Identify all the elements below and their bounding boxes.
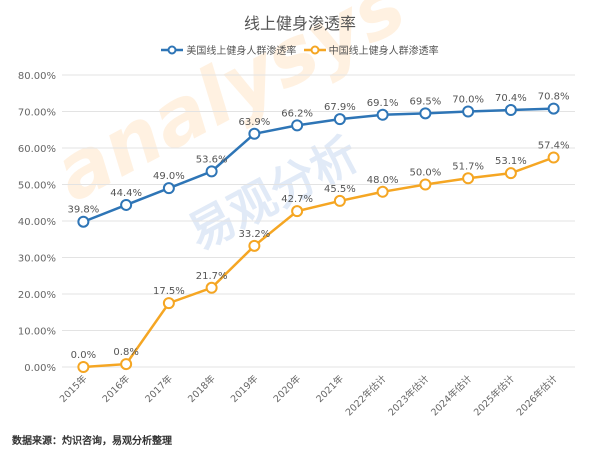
data-point: [120, 358, 133, 371]
data-label: 63.9%: [238, 117, 270, 128]
y-tick-label: 0.00%: [24, 363, 56, 374]
y-tick-label: 10.00%: [18, 327, 56, 338]
legend-item-china: 中国线上健身人群渗透率: [303, 42, 439, 57]
data-label: 45.5%: [324, 184, 356, 195]
x-tick-label: 2019年: [228, 372, 261, 405]
x-tick-label: 2015年: [57, 372, 90, 405]
data-point: [462, 172, 475, 185]
data-point: [333, 113, 346, 126]
x-tick-label: 2022年估计: [343, 372, 389, 418]
data-label: 0.8%: [113, 347, 138, 358]
data-label: 39.8%: [67, 205, 99, 216]
y-tick-label: 80.00%: [18, 71, 56, 82]
data-point: [547, 151, 560, 164]
data-label: 70.8%: [538, 92, 570, 103]
data-point: [162, 297, 175, 310]
data-point: [333, 194, 346, 207]
data-point: [376, 108, 389, 121]
data-label: 69.1%: [367, 98, 399, 109]
data-point: [248, 239, 261, 252]
data-point: [162, 182, 175, 195]
y-tick-label: 70.00%: [18, 108, 56, 119]
data-label: 21.7%: [196, 271, 228, 282]
data-point: [547, 102, 560, 115]
x-tick-label: 2025年估计: [471, 372, 517, 418]
data-label: 42.7%: [281, 194, 313, 205]
y-tick-label: 40.00%: [18, 217, 56, 228]
x-tick-label: 2023年估计: [386, 372, 432, 418]
legend-marker-us-icon: [161, 45, 184, 54]
data-point: [291, 205, 304, 218]
chart-title: 线上健身渗透率: [243, 14, 356, 33]
x-tick-label: 2017年: [143, 372, 176, 405]
series-line-0: [82, 107, 554, 223]
y-tick-label: 50.00%: [18, 181, 56, 192]
data-point: [419, 107, 432, 120]
data-point: [504, 104, 517, 117]
legend-marker-china-icon: [303, 45, 326, 54]
data-source: 数据来源：灼识咨询，易观分析整理: [12, 436, 172, 447]
data-point: [419, 178, 432, 191]
data-label: 44.4%: [110, 188, 142, 199]
x-tick-label: 2026年估计: [514, 372, 560, 418]
legend-label-china: 中国线上健身人群渗透率: [328, 46, 439, 57]
data-label: 67.9%: [324, 102, 356, 113]
y-tick-label: 20.00%: [18, 290, 56, 301]
data-label: 57.4%: [538, 140, 570, 151]
data-label: 66.2%: [281, 108, 313, 119]
data-point: [77, 215, 90, 228]
data-point: [504, 167, 517, 180]
data-label: 70.4%: [495, 93, 527, 104]
data-point: [120, 198, 133, 211]
data-point: [291, 119, 304, 132]
data-point: [248, 127, 261, 140]
data-label: 17.5%: [153, 286, 185, 297]
x-tick-label: 2024年估计: [429, 372, 475, 418]
data-label: 50.0%: [409, 168, 441, 179]
data-point: [462, 105, 475, 118]
data-label: 49.0%: [153, 171, 185, 182]
data-label: 33.2%: [238, 229, 270, 240]
data-label: 53.1%: [495, 156, 527, 167]
series-line-1: [83, 156, 555, 369]
data-label: 0.0%: [71, 350, 96, 361]
data-label: 51.7%: [452, 161, 484, 172]
data-point: [205, 165, 218, 178]
y-tick-label: 30.00%: [18, 254, 56, 265]
data-point: [205, 281, 218, 294]
data-label: 70.0%: [452, 95, 484, 106]
data-point: [77, 361, 90, 373]
data-label: 48.0%: [367, 175, 399, 186]
legend-label-us: 美国线上健身人群渗透率: [186, 46, 297, 57]
data-point: [376, 185, 389, 198]
legend-item-us: 美国线上健身人群渗透率: [161, 42, 296, 57]
x-tick-label: 2016年: [100, 372, 133, 405]
x-tick-label: 2018年: [185, 372, 218, 405]
x-tick-label: 2020年: [271, 372, 304, 405]
legend: 美国线上健身人群渗透率 中国线上健身人群渗透率: [0, 42, 600, 58]
data-label: 53.6%: [196, 154, 228, 165]
x-tick-label: 2021年: [314, 372, 347, 405]
y-tick-label: 60.00%: [18, 144, 56, 155]
data-label: 69.5%: [409, 96, 441, 107]
